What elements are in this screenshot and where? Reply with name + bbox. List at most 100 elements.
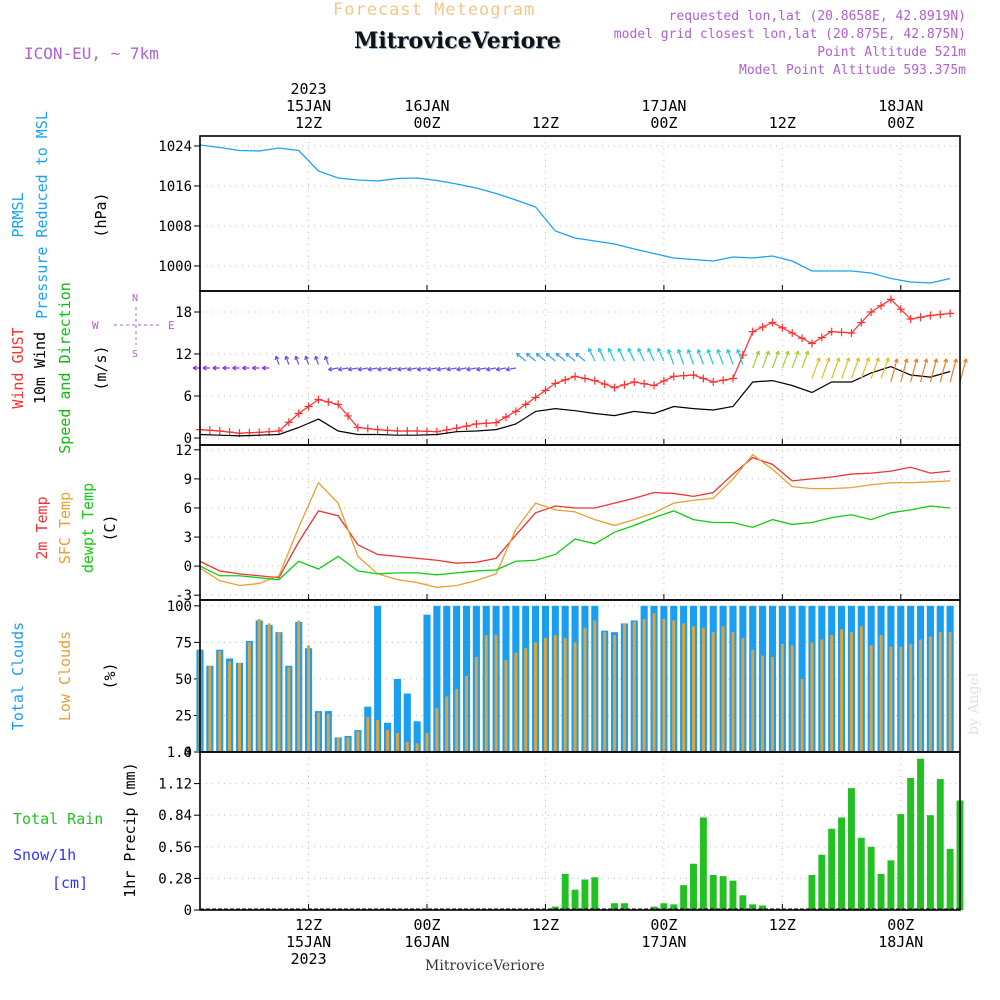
temp-unit: (C) — [101, 514, 119, 541]
gust-marker — [807, 339, 816, 348]
gust-marker — [896, 305, 905, 314]
wind-direction-arrow — [696, 349, 704, 365]
wind-direction-arrow — [726, 349, 734, 365]
top-time-label: 12Z — [532, 114, 559, 132]
low-cloud-bar — [534, 642, 538, 752]
gust-marker — [886, 295, 895, 304]
gust-marker — [738, 351, 747, 360]
bottom-time-label: 17JAN — [641, 933, 686, 951]
low-cloud-bar — [267, 623, 271, 752]
wind-direction-arrow — [232, 365, 240, 371]
pressure-panel — [194, 136, 960, 291]
low-cloud-bar — [692, 626, 695, 752]
low-cloud-bar — [859, 626, 863, 752]
temp-line-0 — [199, 456, 951, 579]
total-cloud-bar — [403, 693, 411, 752]
low-cloud-bar — [405, 741, 409, 752]
gust-marker — [492, 418, 501, 427]
rain-bar — [867, 846, 875, 910]
wind-direction-arrow — [192, 365, 200, 371]
wind-direction-arrow — [929, 358, 939, 383]
low-cloud-bar — [731, 632, 735, 752]
clouds-ytick-label: 100 — [167, 599, 192, 615]
low-cloud-bar — [938, 632, 942, 752]
top-time-label: 16JAN — [404, 97, 449, 115]
wind-direction-arrow — [880, 357, 890, 379]
precip-ytick-label: 1.4 — [167, 745, 192, 761]
wind-direction-arrow — [294, 355, 300, 365]
gust-marker — [284, 418, 293, 427]
compass-n: N — [132, 293, 138, 304]
wind-direction-arrow — [910, 358, 919, 383]
low-cloud-bar — [435, 708, 439, 752]
rain-bar — [917, 758, 924, 910]
temperature-ytick-label: 12 — [175, 443, 192, 459]
precip-ytick-label: 0.56 — [158, 840, 192, 856]
wind-direction-arrow — [446, 366, 457, 372]
rain-bar — [719, 876, 727, 910]
clouds-frame — [199, 599, 961, 753]
gust-marker — [314, 395, 323, 404]
low-cloud-bar — [514, 652, 518, 752]
gust-marker — [719, 376, 728, 385]
rain-bar — [571, 889, 579, 910]
wind-direction-arrow — [781, 350, 790, 369]
wind-direction-arrow — [436, 366, 447, 372]
gust-marker — [847, 329, 856, 337]
low-cloud-bar — [761, 655, 765, 752]
low-cloud-bar — [622, 623, 626, 752]
low-cloud-bar — [899, 646, 903, 752]
low-cloud-bar — [603, 632, 607, 752]
low-cloud-bar — [316, 712, 320, 752]
wind-direction-arrow — [476, 366, 487, 372]
low-cloud-bar — [869, 645, 873, 752]
pressure-ytick-label: 1016 — [158, 179, 192, 195]
low-cloud-bar — [326, 714, 330, 752]
low-cloud-bar — [879, 635, 883, 752]
gust-marker — [946, 309, 955, 318]
pressure-frame — [199, 135, 961, 292]
bottom-time-label: 00Z — [413, 916, 440, 934]
low-cloud-bar — [948, 632, 952, 752]
rain-bar — [729, 880, 737, 910]
pressure-label-short: PRMSL — [9, 192, 27, 237]
rain-bar — [551, 906, 559, 910]
gust-marker — [462, 422, 471, 431]
rain-bar — [699, 817, 707, 910]
gust-marker — [659, 376, 668, 385]
wind-direction-arrow — [367, 366, 378, 372]
wind-direction-arrow — [314, 355, 320, 365]
rain-bar — [709, 875, 717, 910]
wind-direction-arrow — [716, 349, 724, 365]
low-cloud-bar — [376, 719, 380, 752]
bottom-time-label: 2023 — [291, 950, 327, 968]
low-cloud-bar — [277, 632, 281, 752]
low-cloud-bar — [543, 638, 547, 752]
gust-marker — [837, 328, 846, 337]
pressure-line — [199, 144, 951, 284]
low-cloud-bar — [642, 619, 646, 752]
top-time-label: 18JAN — [878, 97, 923, 115]
wind-direction-arrow — [397, 366, 408, 372]
rain-bar — [620, 903, 628, 910]
low-cloud-bar — [711, 632, 715, 752]
gust-marker — [650, 381, 659, 390]
precip-ytick-label: 0.28 — [158, 871, 192, 887]
gust-marker — [511, 407, 520, 416]
wind-direction-arrow — [535, 352, 546, 362]
wind-direction-arrow — [900, 358, 909, 383]
low-cloud-bar — [751, 649, 755, 752]
top-time-label: 00Z — [887, 114, 914, 132]
low-cloud-bar — [238, 662, 241, 752]
total-cloud-bar — [443, 605, 451, 752]
gust-marker — [363, 424, 372, 433]
low-cloud-bar — [573, 642, 577, 752]
gust-marker — [610, 383, 619, 392]
point-altitude: Point Altitude 521m — [817, 45, 966, 60]
gust-marker — [827, 327, 836, 336]
gust-marker — [926, 311, 935, 320]
gust-marker — [423, 427, 432, 436]
dewpt-label: dewpt Temp — [79, 483, 97, 573]
wind-direction-arrow — [831, 357, 841, 379]
